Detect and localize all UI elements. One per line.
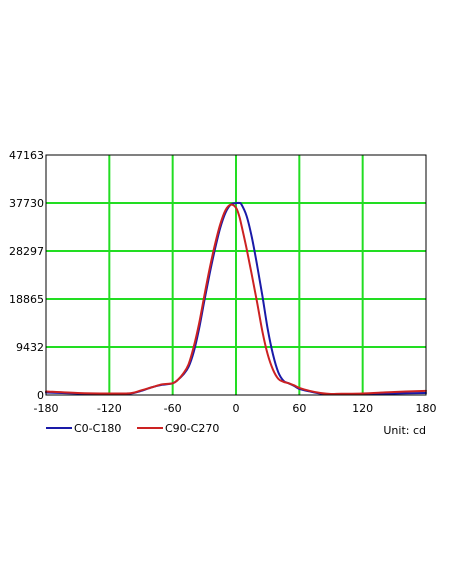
y-tick-label: 37730 (9, 197, 44, 210)
x-tick-label: -120 (97, 402, 122, 415)
y-tick-label: 47163 (9, 149, 44, 162)
plot-frame (45, 154, 427, 396)
legend: C0-C180 C90-C270 (46, 422, 219, 435)
y-tick-label: 28297 (9, 245, 44, 258)
y-tick-label: 18865 (9, 293, 44, 306)
unit-label: Unit: cd (383, 424, 426, 437)
x-tick-label: 0 (233, 402, 240, 415)
grid (46, 155, 426, 395)
series-line-c90-c270 (45, 203, 427, 396)
x-axis-ticks: -180 -120 -60 0 60 120 180 (34, 402, 437, 415)
y-tick-label: 9432 (16, 341, 44, 354)
x-tick-label: -180 (34, 402, 59, 415)
legend-label-c90-c270: C90-C270 (165, 422, 219, 435)
y-axis-ticks: 0 9432 18865 28297 37730 47163 (9, 149, 44, 402)
series-lines (45, 201, 427, 396)
x-tick-label: -60 (164, 402, 182, 415)
x-tick-label: 120 (352, 402, 373, 415)
legend-label-c0-c180: C0-C180 (74, 422, 121, 435)
y-tick-label: 0 (37, 389, 44, 402)
x-tick-label: 180 (416, 402, 437, 415)
x-tick-label: 60 (292, 402, 306, 415)
